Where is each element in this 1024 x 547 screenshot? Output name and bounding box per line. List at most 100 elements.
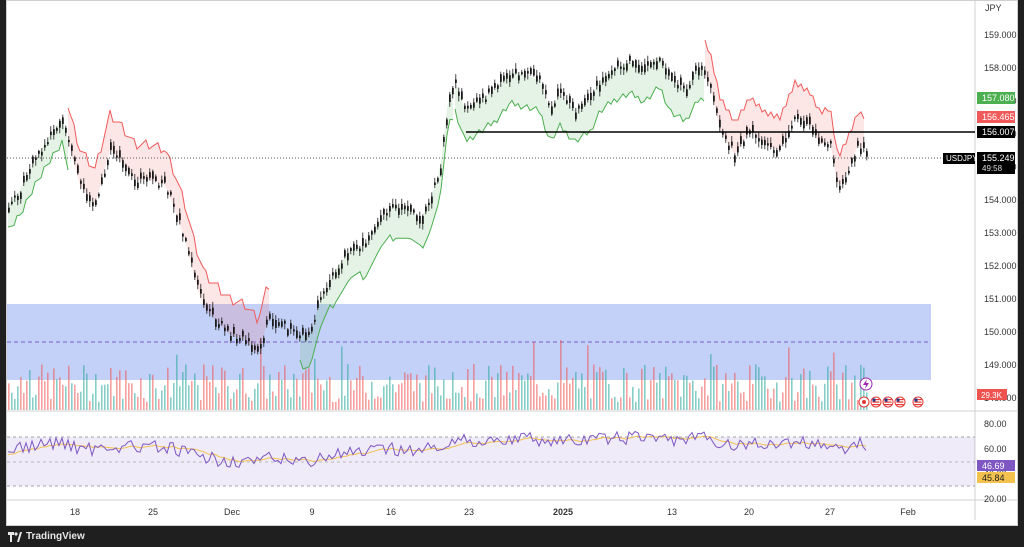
candle-body <box>680 78 682 85</box>
candle-body <box>65 128 67 133</box>
candle-body <box>161 180 163 184</box>
candle-body <box>554 103 556 106</box>
volume-bar <box>110 368 112 410</box>
candle-body <box>227 326 229 331</box>
candle-body <box>62 117 64 124</box>
volume-bar <box>200 400 202 410</box>
volume-bar <box>401 383 403 410</box>
time-axis[interactable]: 1825Dec916232025132027Feb <box>70 507 916 517</box>
record-icon[interactable] <box>859 397 869 407</box>
volume-bar <box>650 380 652 410</box>
volume-bar <box>743 392 745 410</box>
candle-body <box>794 117 796 119</box>
chart-canvas[interactable]: 159.000158.000157.000156.000155.000154.0… <box>0 0 1024 526</box>
candle-body <box>653 62 655 65</box>
usa-flag-icon[interactable] <box>913 397 923 407</box>
candle-body <box>170 192 172 195</box>
candle-body <box>458 92 460 96</box>
volume-bar <box>488 366 490 410</box>
volume-bar <box>851 383 853 410</box>
candle-body <box>86 194 88 201</box>
candle-body <box>731 142 733 146</box>
volume-bar <box>719 401 721 410</box>
volume-bar <box>341 347 343 411</box>
volume-bar <box>188 385 190 410</box>
candle-body <box>77 165 79 173</box>
volume-bar <box>749 366 751 411</box>
candle-body <box>395 205 397 209</box>
candle-body <box>809 117 811 125</box>
volume-bar <box>722 384 724 410</box>
candle-body <box>827 144 829 147</box>
symbol-tag-text: USDJPY <box>946 154 978 163</box>
price-tick-label: 158.000 <box>984 63 1017 73</box>
candle-body <box>23 176 25 183</box>
volume-bar <box>677 380 679 410</box>
volume-bar <box>596 372 598 410</box>
candle-body <box>461 91 463 99</box>
volume-bar <box>554 398 556 410</box>
candle-body <box>758 138 760 141</box>
candle-body <box>254 346 256 350</box>
volume-bar <box>842 373 844 410</box>
volume-bar <box>359 366 361 410</box>
volume-bar <box>155 388 157 410</box>
candle-body <box>785 138 787 142</box>
volume-bar <box>692 381 694 411</box>
candle-body <box>308 332 310 335</box>
volume-bar <box>782 393 784 411</box>
candle-body <box>656 61 658 69</box>
volume-bar <box>797 392 799 410</box>
volume-bar <box>608 384 610 410</box>
volume-bar <box>689 383 691 410</box>
lightning-icon[interactable] <box>860 378 872 390</box>
price-axis[interactable]: 159.000158.000157.000156.000155.000154.0… <box>984 30 1017 403</box>
volume-bar <box>449 399 451 410</box>
volume-bar <box>455 393 457 410</box>
volume-bar <box>305 369 307 410</box>
volume-bar <box>389 377 391 411</box>
candle-body <box>17 196 19 200</box>
volume-bar <box>47 373 49 410</box>
volume-bar <box>395 392 397 410</box>
usa-flag-icon[interactable] <box>871 397 881 407</box>
time-tick-label: 2025 <box>553 507 573 517</box>
volume-bar <box>755 364 757 410</box>
usa-flag-icon[interactable] <box>883 397 893 407</box>
tradingview-logo[interactable]: TradingView <box>8 531 85 542</box>
candle-body <box>455 80 457 84</box>
candle-body <box>782 136 784 144</box>
candle-body <box>539 76 541 80</box>
candle-body <box>515 69 517 73</box>
price-tick-label: 153.000 <box>984 228 1017 238</box>
candle-body <box>335 272 337 278</box>
volume-bar <box>815 386 817 410</box>
volume-bar <box>593 365 595 410</box>
time-tick-label: 27 <box>825 507 835 517</box>
candle-body <box>743 142 745 146</box>
volume-bar <box>725 373 727 410</box>
rsi-band <box>7 437 975 486</box>
candle-body <box>305 332 307 340</box>
candle-body <box>173 204 175 207</box>
volume-bar <box>89 401 91 410</box>
volume-bar <box>422 401 424 410</box>
usa-flag-icon[interactable] <box>895 397 905 407</box>
candle-body <box>521 72 523 74</box>
candle-body <box>119 150 121 157</box>
volume-bar <box>104 385 106 410</box>
candle-body <box>491 87 493 94</box>
candle-body <box>509 75 511 82</box>
volume-bar <box>74 385 76 410</box>
candle-body <box>143 176 145 179</box>
candle-body <box>194 273 196 278</box>
candle-body <box>320 297 322 300</box>
volume-bar <box>242 368 244 410</box>
candle-body <box>149 172 151 178</box>
volume-bar <box>113 396 115 410</box>
volume-bar <box>209 382 211 410</box>
candle-body <box>431 197 433 204</box>
volume-bar <box>296 379 298 410</box>
candle-body <box>242 331 244 337</box>
volume-bar <box>116 377 118 410</box>
